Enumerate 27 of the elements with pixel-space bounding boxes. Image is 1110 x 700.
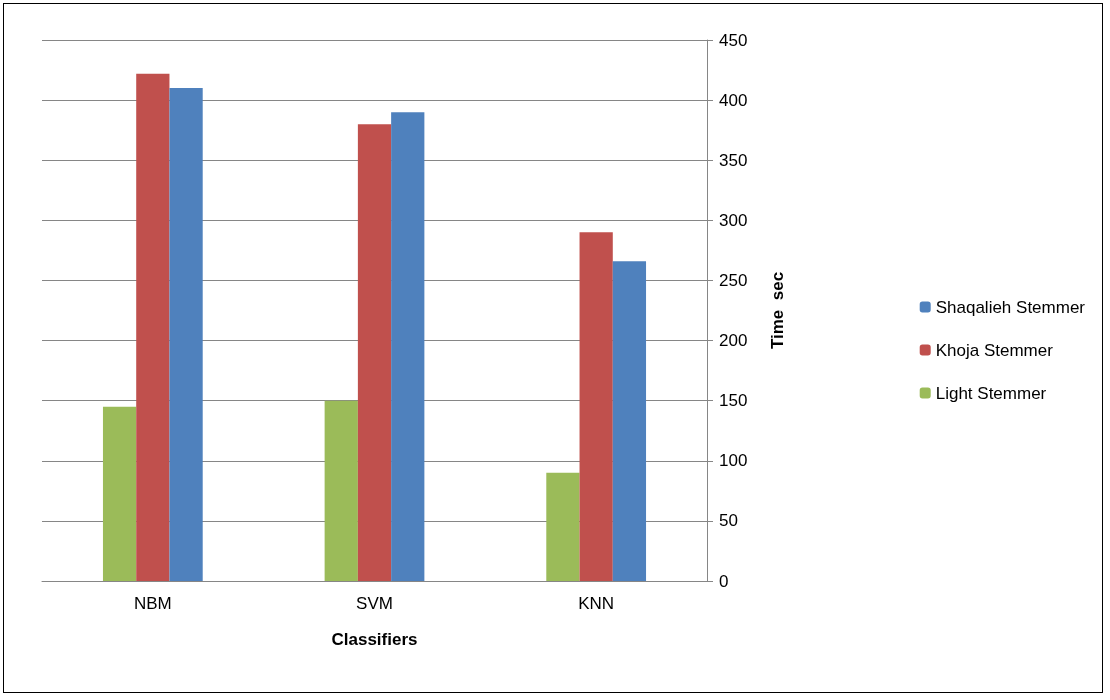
x-tick-label: NBM [133, 594, 172, 613]
x-tick-label: SVM [356, 594, 393, 613]
y-tick-label: 400 [719, 90, 748, 110]
bar [357, 124, 392, 581]
bar [136, 73, 170, 581]
bar [612, 261, 647, 581]
y-tick-label: 50 [719, 511, 738, 531]
legend-label: Shaqalieh Stemmer [935, 297, 1086, 317]
y-tick-label: 350 [719, 150, 748, 170]
y-tick-label: 300 [719, 210, 748, 230]
bar [391, 112, 425, 581]
x-axis-title: Classifiers [331, 630, 418, 649]
y-tick-label: 0 [719, 571, 729, 591]
bar [169, 88, 203, 581]
legend-label: Light Stemmer [935, 383, 1047, 403]
y-tick-label: 450 [719, 30, 748, 50]
y-tick-label: 100 [719, 451, 748, 471]
y-tick-label: 150 [719, 391, 748, 411]
y-tick-label: 200 [719, 331, 748, 351]
bar [579, 232, 613, 581]
legend-label: Khoja Stemmer [935, 340, 1054, 360]
bar [546, 472, 580, 581]
y-tick-label: 250 [719, 270, 748, 290]
bar [102, 406, 137, 581]
y-axis-title: Time sec [768, 271, 787, 350]
x-tick-label: KNN [578, 594, 615, 613]
bar [324, 400, 358, 581]
